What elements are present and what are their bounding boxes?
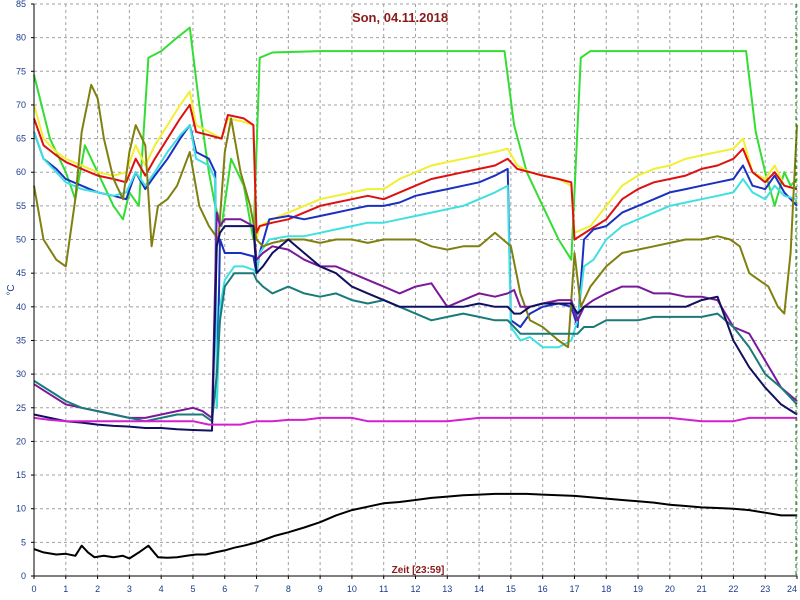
y-tick-label: 70	[16, 100, 26, 110]
x-tick-label: 5	[190, 584, 195, 594]
series-line	[33, 124, 798, 409]
y-tick-label: 25	[16, 403, 26, 413]
x-tick-labels: 0 1 2 3 4 5 6 7 8 9 10 11 12 13 14 15 16 17 18 19 20 21 22 23 24	[31, 576, 798, 594]
x-tick-label: 2	[95, 584, 100, 594]
y-tick-labels: 0 5 10 15 20 25 30 35 40 45 50 55 60 65 70 75 80 85	[16, 0, 34, 581]
y-tick-label: 35	[16, 335, 26, 345]
x-tick-label: 1	[63, 584, 68, 594]
series-lines	[33, 26, 798, 560]
x-tick-label: 11	[379, 584, 388, 594]
series-line	[33, 416, 797, 426]
y-tick-label: 5	[21, 537, 26, 547]
x-tick-label: 20	[665, 584, 675, 594]
x-tick-label: 8	[286, 584, 291, 594]
series-line	[33, 492, 797, 560]
x-tick-label: 6	[222, 584, 227, 594]
x-tick-label: 15	[506, 584, 516, 594]
x-tick-label: 23	[760, 584, 770, 594]
grid	[33, 3, 798, 577]
x-tick-label: 24	[787, 584, 797, 594]
y-axis-unit: °C	[6, 284, 17, 295]
series-line	[33, 225, 798, 432]
x-tick-label: 21	[697, 584, 707, 594]
series-line	[33, 211, 798, 419]
y-tick-label: 55	[16, 201, 26, 211]
x-tick-label: 18	[601, 584, 611, 594]
x-tick-label: 4	[159, 584, 164, 594]
y-tick-label: 0	[21, 571, 26, 581]
x-tick-label: 17	[569, 584, 579, 594]
series-line	[33, 26, 798, 261]
y-tick-label: 15	[16, 470, 26, 480]
y-tick-label: 45	[16, 268, 26, 278]
y-tick-label: 50	[16, 235, 26, 245]
series-line	[33, 103, 798, 241]
x-tick-label: 0	[31, 584, 36, 594]
series-line	[33, 124, 798, 409]
x-tick-label: 14	[474, 584, 484, 594]
x-tick-label: 16	[538, 584, 548, 594]
y-tick-label: 20	[16, 436, 26, 446]
x-tick-label: 10	[347, 584, 357, 594]
y-tick-label: 60	[16, 167, 26, 177]
y-tick-label: 80	[16, 33, 26, 43]
x-tick-label: 3	[127, 584, 132, 594]
y-tick-label: 75	[16, 66, 26, 76]
series-line	[33, 83, 798, 349]
chart-title: Son, 04.11.2018	[352, 10, 448, 25]
x-tick-label: 7	[254, 584, 259, 594]
x-tick-label: 12	[410, 584, 420, 594]
x-tick-label: 13	[442, 584, 452, 594]
series-line	[33, 90, 798, 241]
y-tick-label: 65	[16, 134, 26, 144]
x-tick-label: 9	[318, 584, 323, 594]
time-readout: Zeit [23:59]	[392, 565, 445, 576]
y-tick-label: 40	[16, 302, 26, 312]
y-tick-label: 30	[16, 369, 26, 379]
y-tick-label: 10	[16, 504, 26, 514]
x-tick-label: 19	[633, 584, 643, 594]
y-tick-label: 85	[16, 0, 26, 9]
x-tick-label: 22	[728, 584, 738, 594]
